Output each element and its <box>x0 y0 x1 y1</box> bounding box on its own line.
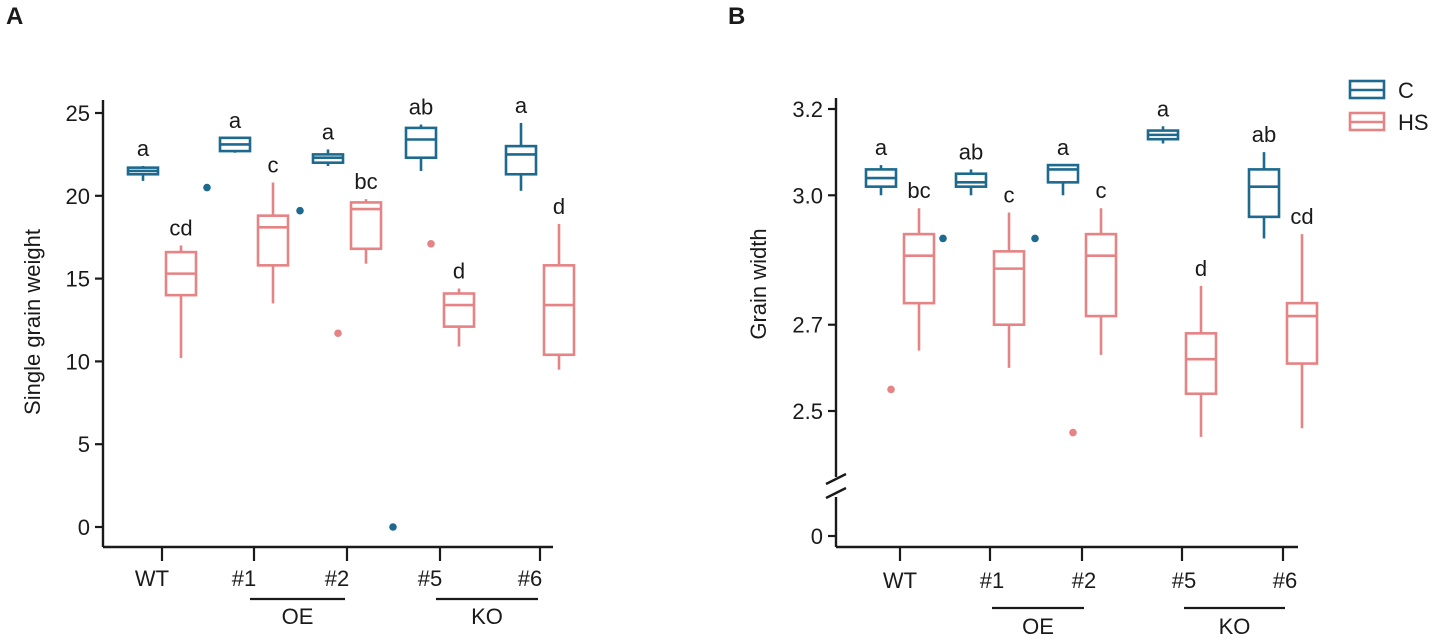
outlier-point-b-C-2-0 <box>1031 234 1039 243</box>
box-a-C-2 <box>296 149 345 215</box>
x-tick-label-b-0: WT <box>883 568 917 593</box>
sig-label-a-HS-3: d <box>453 259 465 284</box>
box-b-HS-2 <box>1069 208 1118 437</box>
box-a-HS-2 <box>334 199 383 338</box>
x-tick-label-b-4: #6 <box>1273 568 1297 593</box>
box-b-HS-0 <box>887 208 936 394</box>
axis-break-mark-2 <box>825 486 847 500</box>
box-a-HS-4 <box>542 223 576 370</box>
sig-label-b-C-1: ab <box>959 139 983 164</box>
sig-label-a-HS-0: cd <box>169 215 192 240</box>
y-tick-label-b-1: 2.5 <box>792 399 823 424</box>
y-tick-label-b-0: 0 <box>811 524 823 549</box>
sig-label-a-C-1: a <box>229 108 242 133</box>
box-a-C-3 <box>389 124 438 531</box>
legend-label-HS: HS <box>1398 110 1429 135</box>
group-label-a-0: OE <box>282 604 314 629</box>
box-b-HS-4 <box>1285 234 1319 429</box>
panel-a-chart: 0 5 10 15 20 25 Single grain weight WT #1 #2 #5 #6 O… <box>20 93 576 629</box>
y-tick-label-b-2: 2.7 <box>792 313 823 338</box>
y-tick-label-b-3: 3.0 <box>792 183 823 208</box>
x-tick-label-b-2: #2 <box>1072 568 1096 593</box>
box-rect-b-HS-1 <box>992 250 1026 327</box>
box-rect-a-HS-3 <box>442 292 476 328</box>
sig-label-b-HS-3: d <box>1195 256 1207 281</box>
sig-label-a-C-4: a <box>515 93 528 118</box>
sig-label-a-HS-2: bc <box>354 169 377 194</box>
box-b-C-2 <box>1031 163 1080 243</box>
box-b-HS-1 <box>992 212 1026 368</box>
box-a-C-0 <box>126 165 160 181</box>
sig-label-a-C-3: ab <box>409 95 433 120</box>
sig-label-b-C-4: ab <box>1252 122 1276 147</box>
sig-label-b-C-3: a <box>1157 96 1170 121</box>
box-rect-b-C-2 <box>1046 163 1080 184</box>
box-rect-b-HS-0 <box>902 232 936 305</box>
outlier-point-b-HS-0-0 <box>887 385 895 394</box>
outlier-point-a-HS-2-0 <box>334 329 342 338</box>
box-b-C-0 <box>864 165 898 196</box>
y-axis-title-a: Single grain weight <box>20 229 45 415</box>
box-rect-b-HS-2 <box>1084 232 1118 318</box>
box-rect-b-C-4 <box>1247 168 1281 219</box>
box-rect-a-HS-1 <box>256 214 290 267</box>
sig-label-a-C-0: a <box>137 136 150 161</box>
sig-label-b-HS-2: c <box>1096 178 1107 203</box>
outlier-point-a-C-3-0 <box>389 523 397 531</box>
box-b-HS-3 <box>1184 285 1218 437</box>
sig-label-a-HS-1: c <box>268 153 279 178</box>
outlier-point-a-HS-3-0 <box>427 240 435 248</box>
box-b-C-4 <box>1247 152 1281 239</box>
panel-b-label: B <box>728 3 745 30</box>
group-label-a-1: KO <box>471 604 503 629</box>
panel-b-chart: 0 2.5 2.7 3.0 3.2 Grain width WT #1 #2 #5 #6 OE KO a a… <box>746 96 1319 639</box>
box-a-C-1 <box>203 136 252 192</box>
outlier-point-b-HS-2-0 <box>1069 428 1077 437</box>
y-tick-label-a-1: 5 <box>78 432 90 457</box>
x-tick-label-a-4: #6 <box>518 566 542 591</box>
x-tick-label-a-1: #1 <box>232 566 256 591</box>
sig-label-b-C-2: a <box>1057 135 1070 160</box>
legend: C HS <box>1348 78 1429 135</box>
sig-label-b-HS-0: bc <box>907 178 930 203</box>
outlier-point-b-C-1-0 <box>939 234 947 243</box>
box-a-C-4 <box>504 122 538 191</box>
box-b-C-1 <box>939 169 988 243</box>
y-tick-label-a-2: 10 <box>66 349 90 374</box>
sig-label-a-HS-4: d <box>553 194 565 219</box>
box-b-C-3 <box>1146 126 1180 144</box>
box-a-HS-0 <box>164 245 198 359</box>
y-tick-label-b-4: 3.2 <box>792 97 823 122</box>
sig-label-b-HS-1: c <box>1004 183 1015 208</box>
group-label-b-1: KO <box>1219 614 1251 639</box>
box-rect-a-HS-4 <box>542 264 576 357</box>
x-tick-label-a-0: WT <box>135 566 169 591</box>
box-a-HS-3 <box>427 240 476 347</box>
x-tick-label-a-2: #2 <box>325 566 349 591</box>
panel-a-label: A <box>6 3 23 30</box>
outlier-point-a-C-1-0 <box>203 183 211 192</box>
box-rect-a-C-3 <box>404 126 438 160</box>
y-tick-label-a-5: 25 <box>66 101 90 126</box>
x-tick-label-b-1: #1 <box>980 568 1004 593</box>
box-rect-b-HS-3 <box>1184 332 1218 396</box>
sig-label-a-C-2: a <box>322 119 335 144</box>
group-label-b-0: OE <box>1022 614 1054 639</box>
y-axis-title-b: Grain width <box>746 228 771 339</box>
x-tick-label-a-3: #5 <box>418 566 442 591</box>
y-tick-label-a-0: 0 <box>78 515 90 540</box>
axis-break-mark-1 <box>825 472 847 486</box>
sig-label-b-C-0: a <box>875 135 888 160</box>
box-rect-b-C-1 <box>954 172 988 188</box>
box-rect-a-C-4 <box>504 144 538 176</box>
y-tick-label-a-3: 15 <box>66 267 90 292</box>
x-tick-label-b-3: #5 <box>1172 568 1196 593</box>
box-a-HS-1 <box>256 182 290 304</box>
y-tick-label-a-4: 20 <box>66 184 90 209</box>
legend-label-C: C <box>1398 78 1414 103</box>
box-rect-b-HS-4 <box>1285 301 1319 365</box>
sig-label-b-HS-4: cd <box>1290 204 1313 229</box>
outlier-point-a-C-2-0 <box>296 206 304 215</box>
